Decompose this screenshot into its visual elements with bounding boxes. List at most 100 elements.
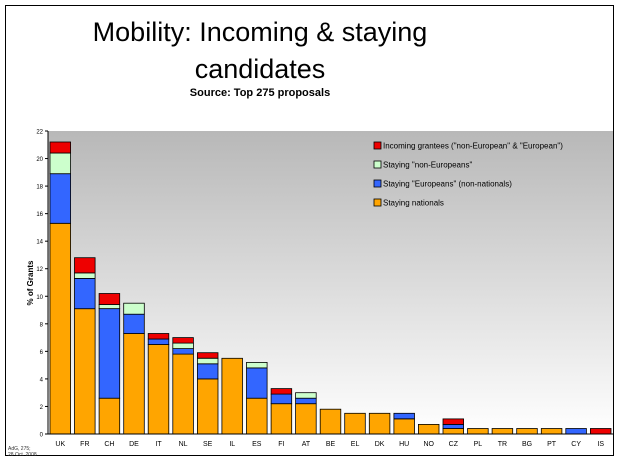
y-axis: 0 2 4 6 8 10 12 14 16 18 20 22 [36,130,49,439]
bar-ch-series-2 [98,304,121,309]
y-tick-label: 2 [40,405,44,411]
bar-at-series-1 [295,397,317,405]
x-tick-label: PT [547,441,557,448]
x-tick-label: PL [474,441,483,448]
x-tick-label: HU [399,441,409,448]
x-tick-label: IT [155,441,162,448]
bar-pl-series-0 [467,428,489,435]
footnote-line2: 28 Oct. 2008 [8,452,37,458]
x-tick-label: ES [252,441,262,448]
y-tick-label: 8 [40,322,44,328]
bar-fr-series-0 [74,308,96,435]
bar-el-series-0 [344,412,366,435]
bar-se-series-2 [196,357,219,365]
legend-label: Staying "Europeans" (non-nationals) [383,180,512,189]
legend-swatch [373,179,382,188]
bar-fr-series-1 [74,277,96,310]
bar-it-series-0 [147,344,170,435]
legend-label: Staying nationals [383,199,444,208]
x-tick-label: UK [55,441,65,448]
x-axis: UK FR CH DE IT NL SE IL ES FI AT BE EL DK HU NO CZ PL TR BG… [48,433,613,448]
bar-de-series-1 [123,313,145,334]
x-tick-label: FR [80,441,89,448]
y-tick-label: 20 [36,157,43,163]
x-tick-label: DE [129,441,139,448]
bar-fi-series-1 [270,393,293,405]
bar-hu-series-0 [393,418,415,435]
bar-pt-series-0 [540,428,563,435]
y-tick-label: 0 [40,433,44,439]
slide-frame [5,5,614,456]
bar-fr-series-3 [74,257,96,274]
bar-uk-series-0 [49,222,72,435]
bar-es-series-0 [246,397,268,435]
y-tick-label: 10 [36,295,43,301]
x-tick-label: NO [424,441,435,448]
bar-nl-series-3 [172,337,194,344]
slide-footnote: AdG, 275; 28 Oct. 2008 [8,446,48,458]
legend-swatch [373,160,382,169]
bar-fi-series-3 [270,388,293,395]
bar-cz-series-1 [442,423,465,429]
bar-is-series-3 [590,428,612,435]
bar-es-series-2 [246,361,268,369]
bar-at-series-0 [295,403,317,435]
bar-ch-series-1 [98,308,121,399]
slide-title-line2: candidates [194,54,326,84]
y-tick-label: 22 [36,130,43,136]
chart-legend: Incoming grantees ("non-European" & "Eur… [373,141,563,208]
bar-de-series-0 [123,333,145,435]
bar-it-series-3 [147,333,170,340]
legend-label: Incoming grantees ("non-European" & "Eur… [383,142,563,151]
bar-fr-series-2 [74,272,96,279]
legend-swatch [373,198,382,207]
bar-nl-series-0 [172,353,194,435]
bar-de-series-2 [123,302,145,315]
slide-title-line1: Mobility: Incoming & staying [92,17,428,47]
x-tick-label: AT [302,441,311,448]
x-tick-label: TR [498,441,507,448]
bar-se-series-3 [196,352,219,359]
x-tick-label: CZ [449,441,459,448]
bar-se-series-0 [196,378,219,435]
legend-label: Staying "non-Europeans" [383,161,472,170]
bar-no-series-0 [417,423,440,435]
bar-bg-series-0 [516,428,538,435]
y-tick-label: 16 [36,212,43,218]
bar-uk-series-3 [49,141,72,154]
bar-uk-series-1 [49,173,72,224]
x-tick-label: NL [179,441,188,448]
bar-at-series-2 [295,392,317,399]
bar-nl-series-2 [172,342,194,350]
x-tick-label: EL [351,441,360,448]
x-tick-label: BE [326,441,336,448]
y-axis-label: % of Grants [26,260,35,305]
x-tick-label: BG [522,441,532,448]
x-tick-label: FI [278,441,284,448]
bar-cz-series-0 [442,428,465,435]
bar-cy-series-1 [565,428,587,435]
bar-ch-series-0 [98,397,121,435]
legend-swatch [373,141,382,150]
bar-hu-series-1 [393,412,415,420]
bar-ch-series-3 [98,293,121,305]
x-tick-label: CY [571,441,581,448]
y-tick-label: 12 [36,267,43,273]
bar-se-series-1 [196,363,219,380]
bar-tr-series-0 [491,428,514,435]
x-tick-label: SE [203,441,213,448]
x-tick-label: IS [597,441,604,448]
bar-il-series-0 [221,357,243,435]
footnote-line1: AdG, 275; [8,446,31,452]
bar-cz-series-3 [442,418,465,425]
bar-uk-series-2 [49,152,72,175]
x-tick-label: IL [229,441,235,448]
bars-group [49,141,612,435]
x-tick-label: DK [375,441,385,448]
x-tick-label: CH [104,441,114,448]
bar-it-series-1 [147,338,170,345]
y-tick-label: 18 [36,185,43,191]
y-tick-label: 4 [40,377,44,383]
